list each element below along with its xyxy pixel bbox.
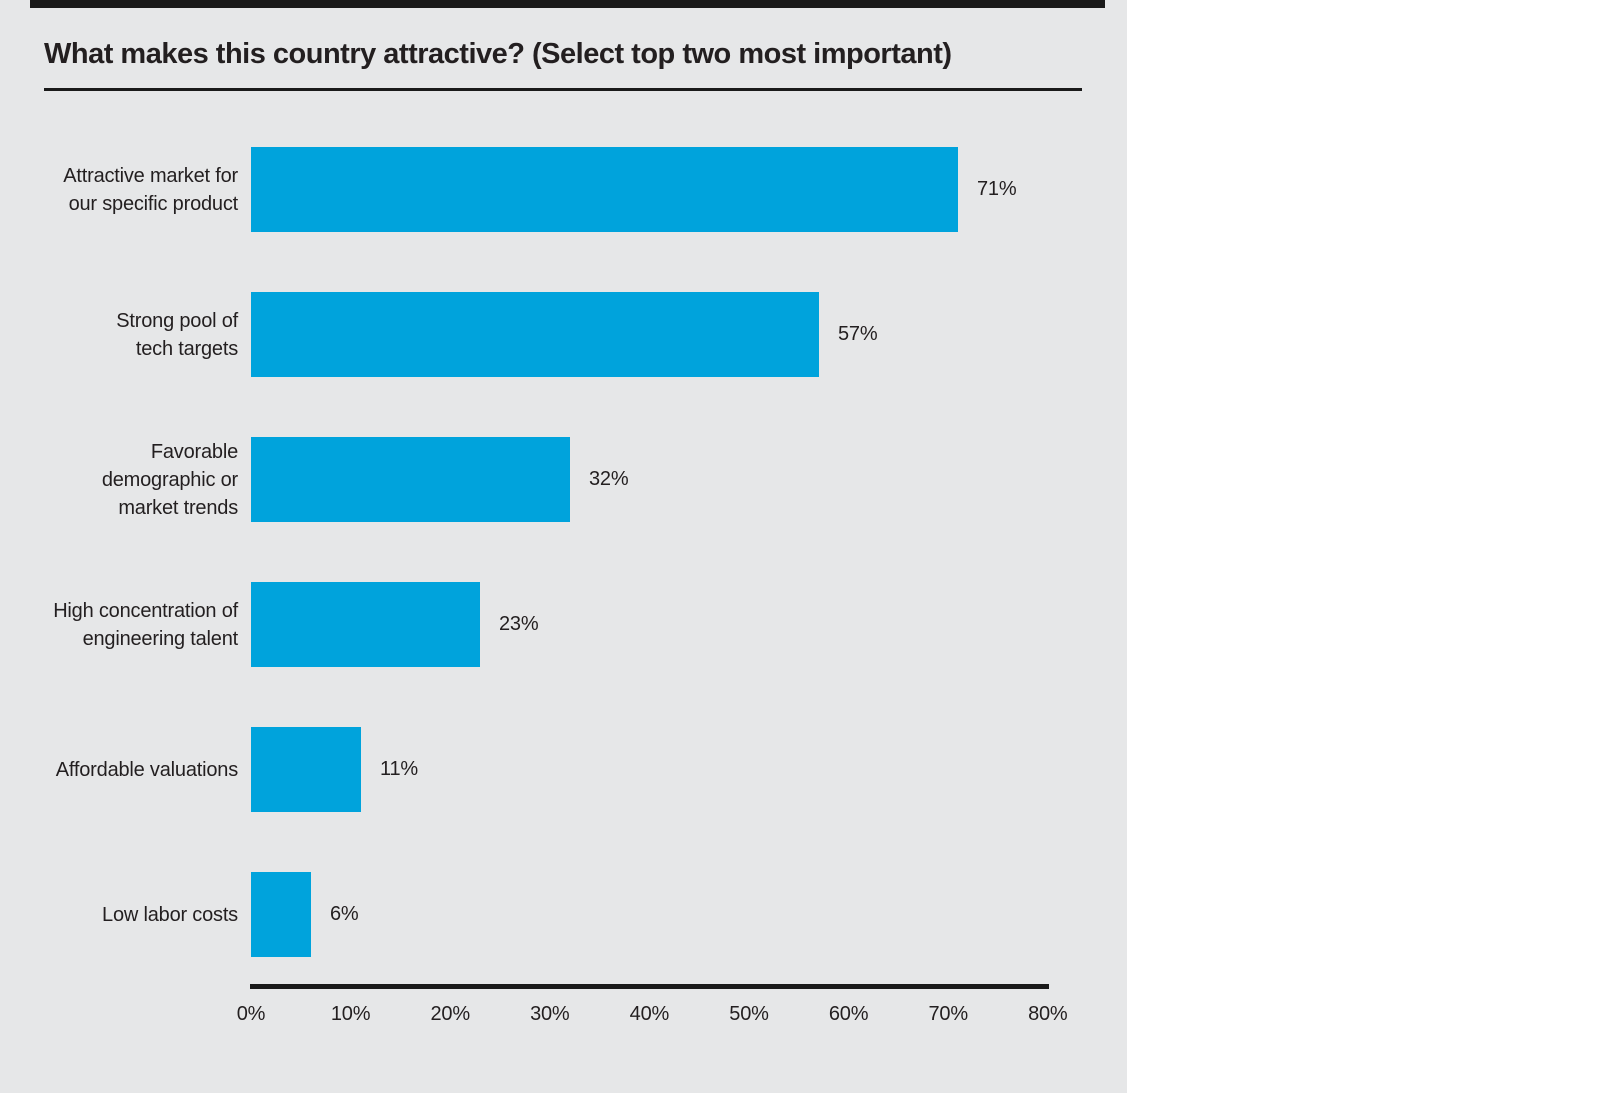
- chart-canvas: What makes this country attractive? (Sel…: [0, 0, 1127, 1093]
- bar-category-label: Attractive market for our specific produc…: [30, 147, 238, 232]
- bar-value-label: 71%: [977, 178, 1017, 200]
- x-tick-label: 30%: [530, 1003, 570, 1025]
- bar-value-label: 23%: [499, 613, 539, 635]
- page-title: What makes this country attractive? (Sel…: [44, 38, 952, 70]
- bar-category-label: High concentration of engineering talent: [30, 582, 238, 667]
- bar-category-label: Low labor costs: [30, 872, 238, 957]
- bar-category-label-line: High concentration of: [53, 599, 238, 622]
- x-tick-label: 0%: [236, 1003, 266, 1025]
- bar-category-label-line: Favorable: [150, 440, 238, 463]
- bar: [251, 292, 819, 377]
- x-tick-label: 80%: [1028, 1003, 1068, 1025]
- x-tick-label: 70%: [928, 1003, 968, 1025]
- bar: [251, 582, 480, 667]
- title-underline: [44, 88, 1082, 91]
- bar-value-label: 57%: [838, 323, 878, 345]
- x-tick-label: 60%: [828, 1003, 869, 1025]
- bar: [251, 872, 311, 957]
- bar-category-label-line: Strong pool of: [116, 309, 238, 332]
- bar-category-label-line: our specific product: [68, 192, 239, 215]
- bar-category-label-line: Attractive market for: [63, 164, 238, 187]
- bar: [251, 437, 570, 522]
- bar-category-label-line: demographic or: [101, 468, 238, 491]
- x-tick-label: 40%: [629, 1003, 670, 1025]
- x-tick-label: 20%: [430, 1003, 470, 1025]
- bar-category-label: Affordable valuations: [30, 727, 238, 812]
- bar-value-label: 11%: [380, 758, 418, 780]
- top-rule: [30, 0, 1105, 8]
- bar-category-label: Strong pool of tech targets: [30, 292, 238, 377]
- bar-category-label-line: market trends: [118, 496, 238, 519]
- x-axis-line: [250, 984, 1049, 989]
- bar-value-label: 32%: [589, 468, 629, 490]
- bar-category-label-line: Affordable valuations: [55, 758, 238, 781]
- x-tick-label: 10%: [330, 1003, 371, 1025]
- bar-category-label-line: Low labor costs: [102, 903, 238, 926]
- bar-category-label: Favorable demographic or market trends: [30, 437, 238, 522]
- bar: [251, 727, 361, 812]
- bar-category-label-line: tech targets: [135, 337, 238, 360]
- bar-value-label: 6%: [330, 903, 359, 925]
- bar-category-label-line: engineering talent: [82, 627, 239, 650]
- bar: [251, 147, 958, 232]
- x-tick-label: 50%: [729, 1003, 769, 1025]
